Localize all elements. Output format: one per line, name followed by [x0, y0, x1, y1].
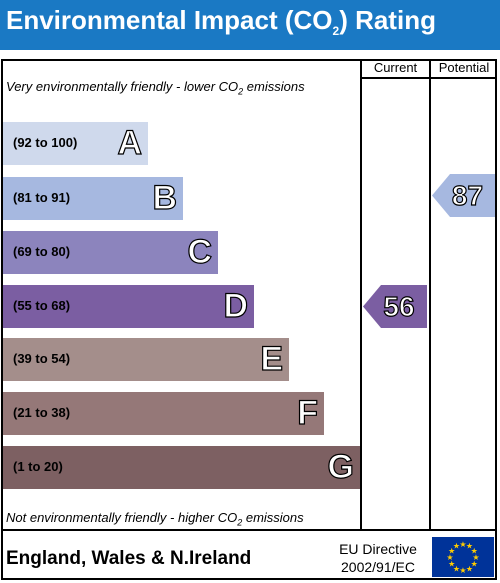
eu-star-icon: ★ — [472, 553, 479, 562]
column-header-divider — [360, 77, 497, 79]
chart-frame — [1, 59, 497, 580]
band-e: (39 to 54) E — [3, 338, 289, 381]
current-rating-arrow-value: 56 — [383, 290, 415, 322]
potential-rating-arrow-value: 87 — [451, 179, 484, 211]
eu-stars-icon: ★ ★★★★★★★★★★★ — [446, 540, 479, 575]
chart-title: Environmental Impact (CO2) Rating — [6, 5, 436, 39]
band-letter: B — [152, 178, 178, 217]
eu-star-icon: ★ — [471, 560, 478, 569]
band-range-label: (69 to 80) — [13, 244, 71, 259]
footer-directive: EU Directive 2002/91/EC — [330, 540, 426, 576]
band-letter: A — [117, 123, 143, 162]
band-f: (21 to 38) F — [3, 392, 324, 435]
eu-star-icon: ★ — [459, 540, 466, 549]
footer-region: England, Wales & N.Ireland — [6, 548, 252, 569]
column-divider-potential — [429, 59, 431, 531]
band-letter: F — [297, 393, 319, 432]
eu-star-icon: ★ — [448, 547, 455, 556]
eu-star-icon: ★ — [446, 553, 453, 562]
eu-star-icon: ★ — [459, 566, 466, 575]
footer-divider — [1, 529, 497, 531]
band-d: (55 to 68) D — [3, 285, 254, 328]
band-letter: D — [223, 286, 249, 325]
band-range-label: (55 to 68) — [13, 298, 71, 313]
band-g: (1 to 20) G — [3, 446, 360, 489]
eu-flag: ★ ★ ★ ★ ★ ★ ★ ★ ★ ★ ★ ★ — [432, 537, 494, 577]
directive-line1: EU Directive — [339, 541, 417, 557]
note-top: Very environmentally friendly - lower CO… — [6, 79, 305, 97]
column-header-current: Current — [373, 60, 418, 75]
eu-star-icon: ★ — [471, 547, 478, 556]
band-range-label: (39 to 54) — [13, 351, 71, 366]
header-bar: Environmental Impact (CO2) Rating — [0, 0, 500, 50]
band-letter: C — [187, 232, 213, 271]
band-range-label: (81 to 91) — [13, 190, 71, 205]
band-range-label: (21 to 38) — [13, 405, 71, 420]
band-letter: G — [327, 447, 355, 486]
band-c: (69 to 80) C — [3, 231, 218, 274]
band-a: (92 to 100) A — [3, 122, 148, 165]
eu-star-icon: ★ — [453, 542, 460, 551]
band-range-label: (1 to 20) — [13, 459, 63, 474]
band-b: (81 to 91) B — [3, 177, 183, 220]
note-bottom: Not environmentally friendly - higher CO… — [6, 510, 304, 528]
eu-star-icon: ★ — [448, 560, 455, 569]
eu-star-icon: ★ — [466, 542, 473, 551]
eu-star-icon: ★ — [453, 564, 460, 573]
band-range-label: (92 to 100) — [13, 135, 78, 150]
potential-rating-arrow: 87 — [432, 174, 495, 217]
column-divider-current — [360, 59, 362, 531]
band-letter: E — [260, 339, 284, 378]
eu-star-icon: ★ — [466, 564, 473, 573]
directive-line2: 2002/91/EC — [341, 559, 415, 575]
column-header-potential: Potential — [438, 60, 490, 75]
